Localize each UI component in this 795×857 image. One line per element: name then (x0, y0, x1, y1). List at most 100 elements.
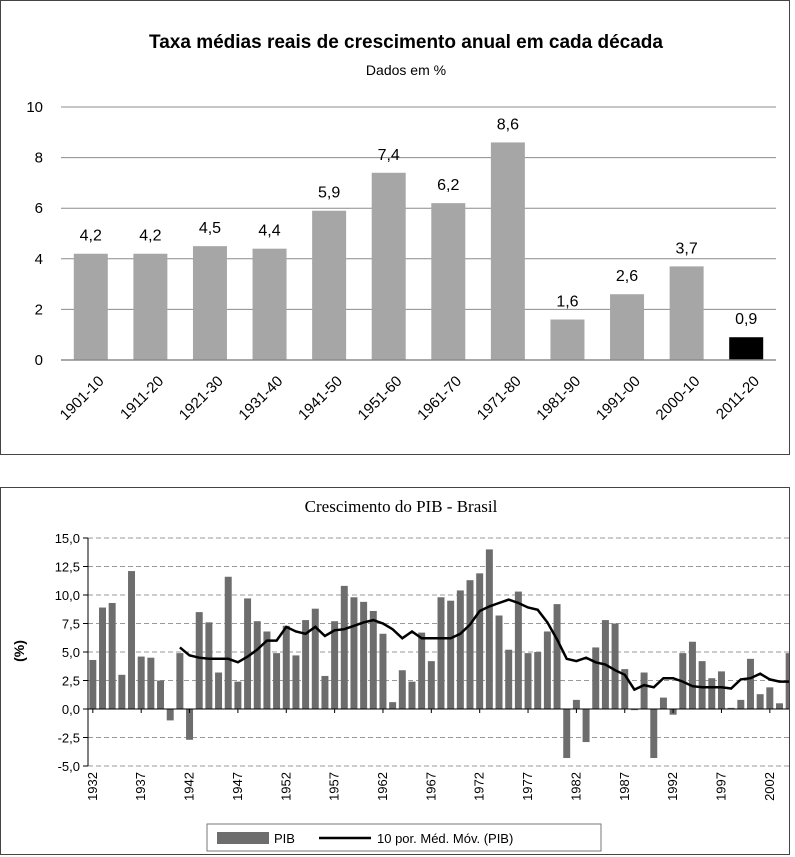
chart2-bar (89, 659, 97, 709)
chart1-bar (371, 172, 406, 360)
chart1-bar (133, 253, 168, 360)
chart2-bar (205, 622, 213, 709)
chart2-x-tick-label: 1977 (520, 772, 535, 801)
chart2-bar (186, 709, 194, 740)
chart2-y-tick-label: -2,5 (58, 731, 80, 746)
chart2-bar (379, 633, 387, 709)
chart2-bar (708, 678, 716, 709)
chart2-x-tick-label: 1957 (327, 772, 342, 801)
chart1-data-label: 4,4 (258, 223, 280, 240)
chart1-y-tick-label: 0 (35, 352, 43, 369)
chart2-bar (195, 612, 203, 709)
chart1-data-label: 3,7 (676, 240, 698, 257)
pib-growth-chart-panel: Crescimento do PIB - Brasil (%) -5,0 -2,5… (0, 487, 790, 855)
chart1-y-tick-label: 4 (35, 251, 43, 268)
chart1-bar (73, 253, 108, 360)
chart2-bar (514, 591, 522, 709)
chart2-y-tick-label: 7,5 (62, 617, 80, 632)
chart2-x-tick-label: 1992 (665, 772, 680, 801)
chart2-x-tick-label: 1947 (230, 772, 245, 801)
chart2-bar (447, 600, 455, 709)
chart2-bar (650, 709, 658, 759)
chart2-bar (282, 625, 290, 709)
chart1-category-label: 1991-00 (593, 373, 644, 424)
chart1-category-label: 1941-50 (295, 373, 346, 424)
chart2-bar (534, 652, 542, 709)
chart2-bar (640, 672, 648, 709)
chart1-category-label: 1901-10 (57, 373, 108, 424)
chart2-x-tick-label: 1972 (472, 772, 487, 801)
chart2-bar (273, 653, 281, 709)
chart2-bar (253, 621, 261, 709)
chart2-x-tick-label: 1942 (182, 772, 197, 801)
chart1-title: Taxa médias reais de crescimento anual e… (149, 32, 663, 53)
chart2-bar (698, 661, 706, 709)
chart2-y-tick-label: 0,0 (62, 702, 80, 717)
legend-pib-swatch (217, 832, 269, 844)
chart2-bar (263, 631, 271, 709)
chart2-bar (611, 623, 619, 709)
chart2-bar (756, 694, 764, 709)
chart2-y-tick-label: -5,0 (58, 759, 80, 774)
chart2-bar (543, 631, 551, 709)
chart1-bar (192, 246, 227, 360)
chart2-bar (166, 709, 174, 721)
chart2-bar (572, 699, 580, 709)
chart2-bar (331, 621, 339, 709)
chart1-bar (431, 203, 466, 360)
chart2-bar (389, 702, 397, 709)
chart1-y-tick-label: 10 (26, 99, 43, 116)
chart2-bar (659, 697, 667, 709)
chart2-bar (350, 597, 358, 709)
chart1-category-label: 1971-80 (474, 373, 525, 424)
chart1-bar (312, 210, 347, 360)
chart1-category-label: 1921-30 (176, 373, 227, 424)
chart2-bar (427, 661, 435, 709)
pib-growth-chart: Crescimento do PIB - Brasil (%) -5,0 -2,5… (11, 497, 789, 852)
chart2-bar (776, 703, 783, 709)
chart2-bar (746, 658, 754, 709)
chart1-bar (669, 266, 704, 360)
chart2-x-tick-label: 1997 (713, 772, 728, 801)
legend-moving-average-label: 10 por. Méd. Móv. (PIB) (377, 831, 513, 846)
legend-box (206, 823, 602, 852)
decade-growth-chart: Taxa médias reais de crescimento anual e… (26, 32, 776, 424)
chart2-x-tick-label: 1987 (617, 772, 632, 801)
chart1-category-label: 2011-20 (713, 373, 763, 423)
chart2-bar (592, 647, 600, 709)
chart2-x-tick-label: 1962 (375, 772, 390, 801)
chart1-subtitle: Dados em % (366, 62, 446, 78)
chart2-bar (495, 615, 503, 709)
chart1-data-label: 2,6 (616, 268, 638, 285)
chart1-category-label: 1931-40 (235, 373, 286, 424)
chart2-x-tick-label: 2002 (762, 772, 777, 801)
chart2-bar (108, 602, 116, 709)
legend-pib-label: PIB (274, 831, 295, 846)
chart2-bar (157, 680, 165, 709)
chart1-bar (550, 319, 585, 360)
chart2-bar (234, 681, 242, 709)
chart2-bar (408, 681, 416, 709)
chart1-data-label: 1,6 (556, 294, 578, 311)
chart2-bar (485, 549, 493, 709)
moving-average-line (179, 598, 789, 692)
chart2-title: Crescimento do PIB - Brasil (305, 497, 498, 516)
chart1-category-label: 1981-90 (533, 373, 584, 424)
chart1-y-tick-label: 2 (35, 301, 43, 318)
chart2-y-tick-label: 2,5 (62, 674, 80, 689)
chart1-category-label: 2000-10 (652, 373, 703, 424)
chart2-bar (360, 601, 368, 709)
chart2-bar (398, 670, 406, 709)
chart2-bar (437, 597, 445, 709)
chart1-bar (490, 142, 525, 360)
chart2-bar (128, 571, 136, 709)
chart1-category-label: 1951-60 (355, 373, 406, 424)
chart2-bar (476, 573, 484, 709)
chart2-bar (147, 657, 155, 709)
chart2-legend: PIB 10 por. Méd. Móv. (PIB) (206, 823, 602, 852)
chart2-bar (727, 707, 735, 709)
chart2-bar (321, 675, 329, 709)
chart1-data-label: 4,5 (199, 220, 221, 237)
chart2-y-tick-label: 10,0 (55, 588, 80, 603)
chart1-bar (729, 337, 764, 360)
